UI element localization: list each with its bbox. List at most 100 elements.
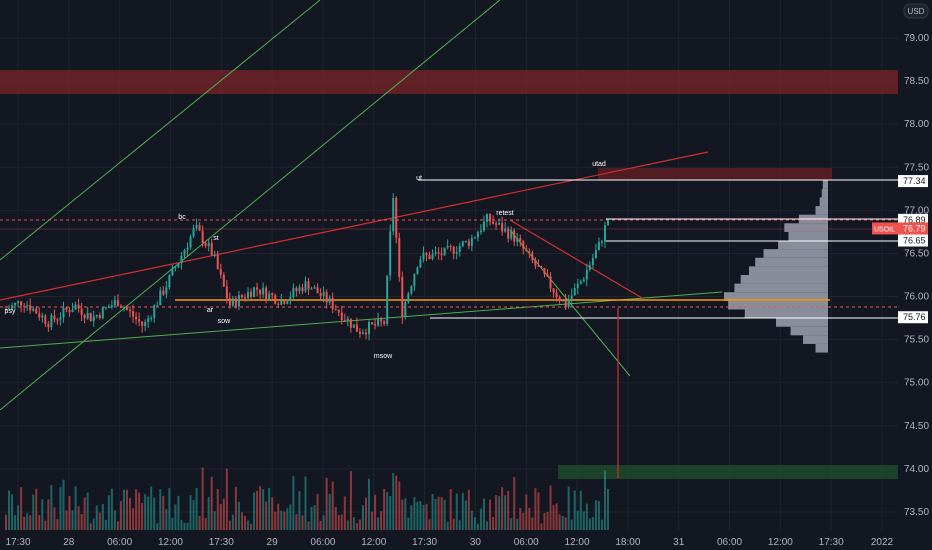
candle-body <box>237 295 240 307</box>
volume-bar <box>501 487 504 530</box>
candle-body <box>5 309 7 311</box>
candle-body <box>153 305 156 319</box>
price-label-text: 76.89 <box>903 215 926 225</box>
volume-bar <box>259 486 262 530</box>
volume-bar <box>228 520 231 530</box>
candle-body <box>259 289 262 295</box>
candle-body <box>537 265 540 267</box>
volume-bar <box>467 489 470 530</box>
candle-body <box>446 246 449 248</box>
candle-body <box>225 286 228 299</box>
volume-bar <box>334 506 337 530</box>
green-demand-zone <box>558 465 898 479</box>
candle-body <box>591 258 594 265</box>
volume-bar <box>319 520 322 530</box>
volume-bar <box>401 499 404 530</box>
volume-bar <box>271 497 274 530</box>
y-tick-label: 76.00 <box>904 292 929 303</box>
candle-body <box>38 313 41 318</box>
volume-bar <box>507 491 510 530</box>
volume-bar <box>549 485 552 530</box>
x-tick-label: 06:00 <box>514 537 539 548</box>
volume-bar <box>398 481 401 530</box>
volume-bar <box>283 511 286 530</box>
volume-bar <box>346 520 349 530</box>
candle-body <box>340 312 343 321</box>
candle-body <box>29 305 32 311</box>
volume-bar <box>452 518 455 530</box>
volume-bar <box>210 477 213 530</box>
volume-profile-bar <box>763 249 828 258</box>
candle-body <box>138 319 141 322</box>
candle-body <box>141 321 144 326</box>
x-tick-label: 17:30 <box>5 537 30 548</box>
volume-profile-bar <box>822 180 828 189</box>
volume-bar <box>522 512 525 530</box>
x-tick-label: 12:00 <box>361 537 386 548</box>
volume-bar <box>428 519 431 530</box>
volume-bar <box>531 517 534 530</box>
candle-body <box>380 318 383 322</box>
volume-bar <box>98 512 101 530</box>
annotation-ar: ar <box>207 307 214 314</box>
candle-body <box>492 221 495 224</box>
candle-body <box>268 293 271 300</box>
volume-bar <box>153 497 156 530</box>
currency-badge[interactable]: USD <box>903 3 929 19</box>
candle-body <box>14 303 17 306</box>
candle-body <box>534 260 537 266</box>
volume-bar <box>419 501 422 530</box>
volume-bar <box>431 494 434 530</box>
candle-body <box>582 279 585 282</box>
volume-profile-bar <box>803 335 828 344</box>
candle-body <box>325 291 328 303</box>
candle-body <box>68 310 71 313</box>
volume-bar <box>277 503 280 530</box>
volume-bar <box>395 475 398 530</box>
candle-body <box>495 223 498 225</box>
volume-bar <box>71 510 74 530</box>
volume-bar <box>407 517 410 530</box>
candle-body <box>168 275 171 288</box>
time-axis[interactable]: 17:30 28 06:00 12:00 17:30 29 06:00 12:00 17:30 3… <box>5 537 893 548</box>
volume-bar <box>543 512 546 530</box>
candle-body <box>286 301 289 304</box>
candle-body <box>531 252 534 261</box>
candle-body <box>231 298 234 306</box>
candle-body <box>135 316 138 320</box>
x-tick-label: 31 <box>673 537 685 548</box>
candle-body <box>262 287 265 295</box>
candle-body <box>316 287 319 294</box>
candle-body <box>337 309 340 313</box>
volume-bar <box>337 514 340 530</box>
volume-bar <box>558 514 561 530</box>
candle-body <box>355 324 358 332</box>
candle-body <box>573 288 576 296</box>
annotation-msow: msow <box>374 353 393 360</box>
candle-body <box>322 291 325 296</box>
currency-badge-frame <box>903 3 929 19</box>
volume-bar <box>392 473 395 530</box>
candle-body <box>597 241 600 251</box>
volume-bar <box>122 489 125 530</box>
volume-bar <box>168 488 171 530</box>
candle-body <box>389 231 392 276</box>
candle-body <box>413 274 416 287</box>
y-tick-label: 79.00 <box>904 33 929 44</box>
candle-body <box>210 242 213 256</box>
volume-bar <box>371 511 374 530</box>
candle-body <box>425 252 428 255</box>
candle-body <box>371 322 374 325</box>
candles <box>5 193 609 341</box>
candle-body <box>144 322 147 326</box>
annotation-st: st <box>213 235 219 242</box>
candle-body <box>280 300 283 305</box>
candle-body <box>579 281 582 284</box>
volume-profile-bar <box>724 292 828 301</box>
price-axis[interactable]: 79.00 78.50 78.00 77.50 77.00 76.50 76.00 75.50… <box>904 33 929 518</box>
volume-bar <box>434 498 437 530</box>
x-tick-label: 18:00 <box>615 537 640 548</box>
candle-body <box>150 318 153 320</box>
price-label-box <box>898 311 928 324</box>
